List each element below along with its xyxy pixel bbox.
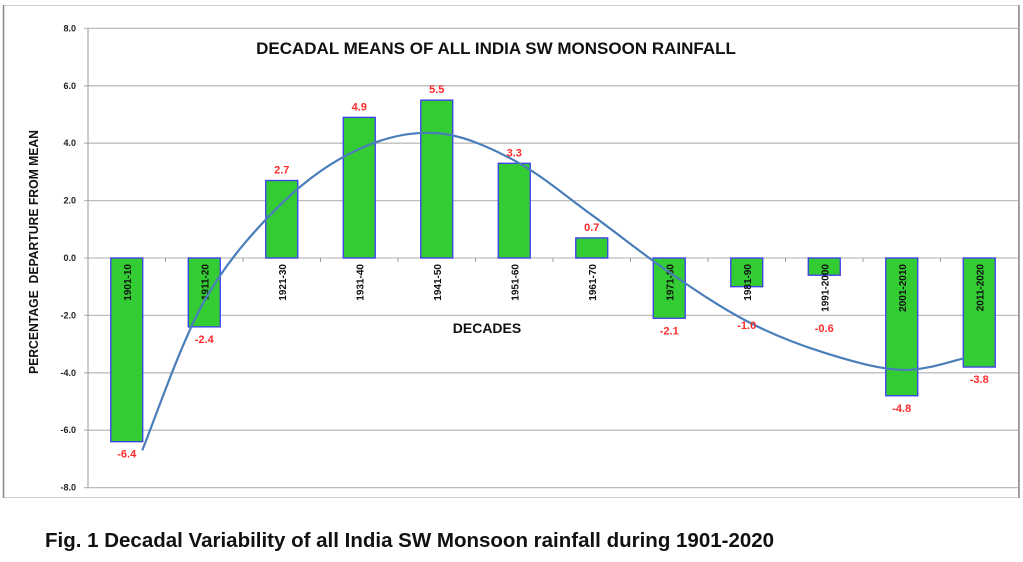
x-tick-label: 1901-10: [123, 264, 134, 301]
bar-1941-50: [420, 99, 454, 259]
trend-line: [141, 131, 964, 451]
y-tick-label: 0.0: [63, 253, 76, 263]
y-tick-label: 6.0: [63, 81, 76, 91]
y-axis-ticks: 8.0 6.0 4.0 2.0 0.0 -2.0 -4.0 -6.0 -8.0: [60, 23, 76, 492]
x-tick-label: 1961-70: [588, 264, 599, 301]
bar-1911-20: [187, 257, 221, 328]
bar-1981-90: [730, 257, 764, 288]
y-tick-label: -2.0: [60, 310, 76, 320]
x-tick-label: 1931-40: [355, 264, 366, 301]
gridlines: [84, 27, 1018, 489]
y-tick-label: -8.0: [60, 483, 76, 493]
y-axis-label: PERCENTAGE DEPARTURE FROM MEAN: [27, 130, 41, 374]
value-label: 4.9: [352, 101, 367, 113]
bar-2001-2010: [885, 257, 919, 397]
value-labels: -6.4 -2.4 2.7 4.9 5.5 3.3 0.7 -2.1 -1.0 -0.6 -4.8 -…: [117, 84, 988, 461]
y-tick-label: -4.0: [60, 368, 76, 378]
bar-1991-2000: [807, 257, 841, 276]
bar-1951-60: [497, 162, 531, 259]
value-label: -3.8: [970, 374, 989, 386]
x-axis-label: DECADES: [453, 320, 521, 336]
y-tick-label: -6.0: [60, 425, 76, 435]
value-label: -1.0: [737, 320, 756, 332]
x-tick-label: 1971-80: [665, 264, 676, 301]
x-tick-label: 1981-90: [743, 264, 754, 301]
x-tick-label: 1941-50: [433, 264, 444, 301]
x-tick-label: 1921-30: [278, 264, 289, 301]
bar-1961-70: [575, 237, 609, 259]
value-label: -2.4: [195, 334, 215, 346]
bar-2011-2020: [962, 257, 996, 368]
x-tick-label: 2011-2020: [975, 264, 986, 312]
x-axis-tick-labels: 1901-10 1911-20 1921-30 1931-40 1941-50 1951-…: [123, 264, 987, 312]
bar-1901-10: [110, 257, 144, 443]
y-tick-label: 4.0: [63, 138, 76, 148]
x-axis-tick-marks: [165, 258, 941, 262]
figure-caption: Fig. 1 Decadal Variability of all India …: [45, 529, 775, 552]
chart-title: DECADAL MEANS OF ALL INDIA SW MONSOON RA…: [256, 39, 736, 58]
value-label: -0.6: [815, 323, 834, 335]
chart: 8.06.04.02.00.0-2.0-4.0-6.0-8.0 1901-10 1…: [2, 5, 1020, 498]
value-label: 0.7: [584, 222, 599, 234]
value-label: 3.3: [507, 147, 522, 159]
value-label: 5.5: [429, 84, 444, 96]
bar-1971-80: [652, 257, 686, 319]
x-tick-label: 1991-2000: [820, 264, 831, 312]
y-tick-label: 2.0: [63, 196, 76, 206]
value-label: -2.1: [660, 325, 679, 337]
bar-1931-40: [342, 116, 376, 259]
y-tick-label: 8.0: [63, 23, 76, 33]
x-tick-label: 1911-20: [200, 264, 211, 301]
x-tick-label: 2001-2010: [898, 264, 909, 312]
x-tick-label: 1951-60: [510, 264, 521, 301]
bars: [110, 99, 996, 443]
value-label: 2.7: [274, 165, 289, 177]
value-label: -4.8: [892, 403, 911, 415]
value-label: -6.4: [117, 449, 137, 461]
